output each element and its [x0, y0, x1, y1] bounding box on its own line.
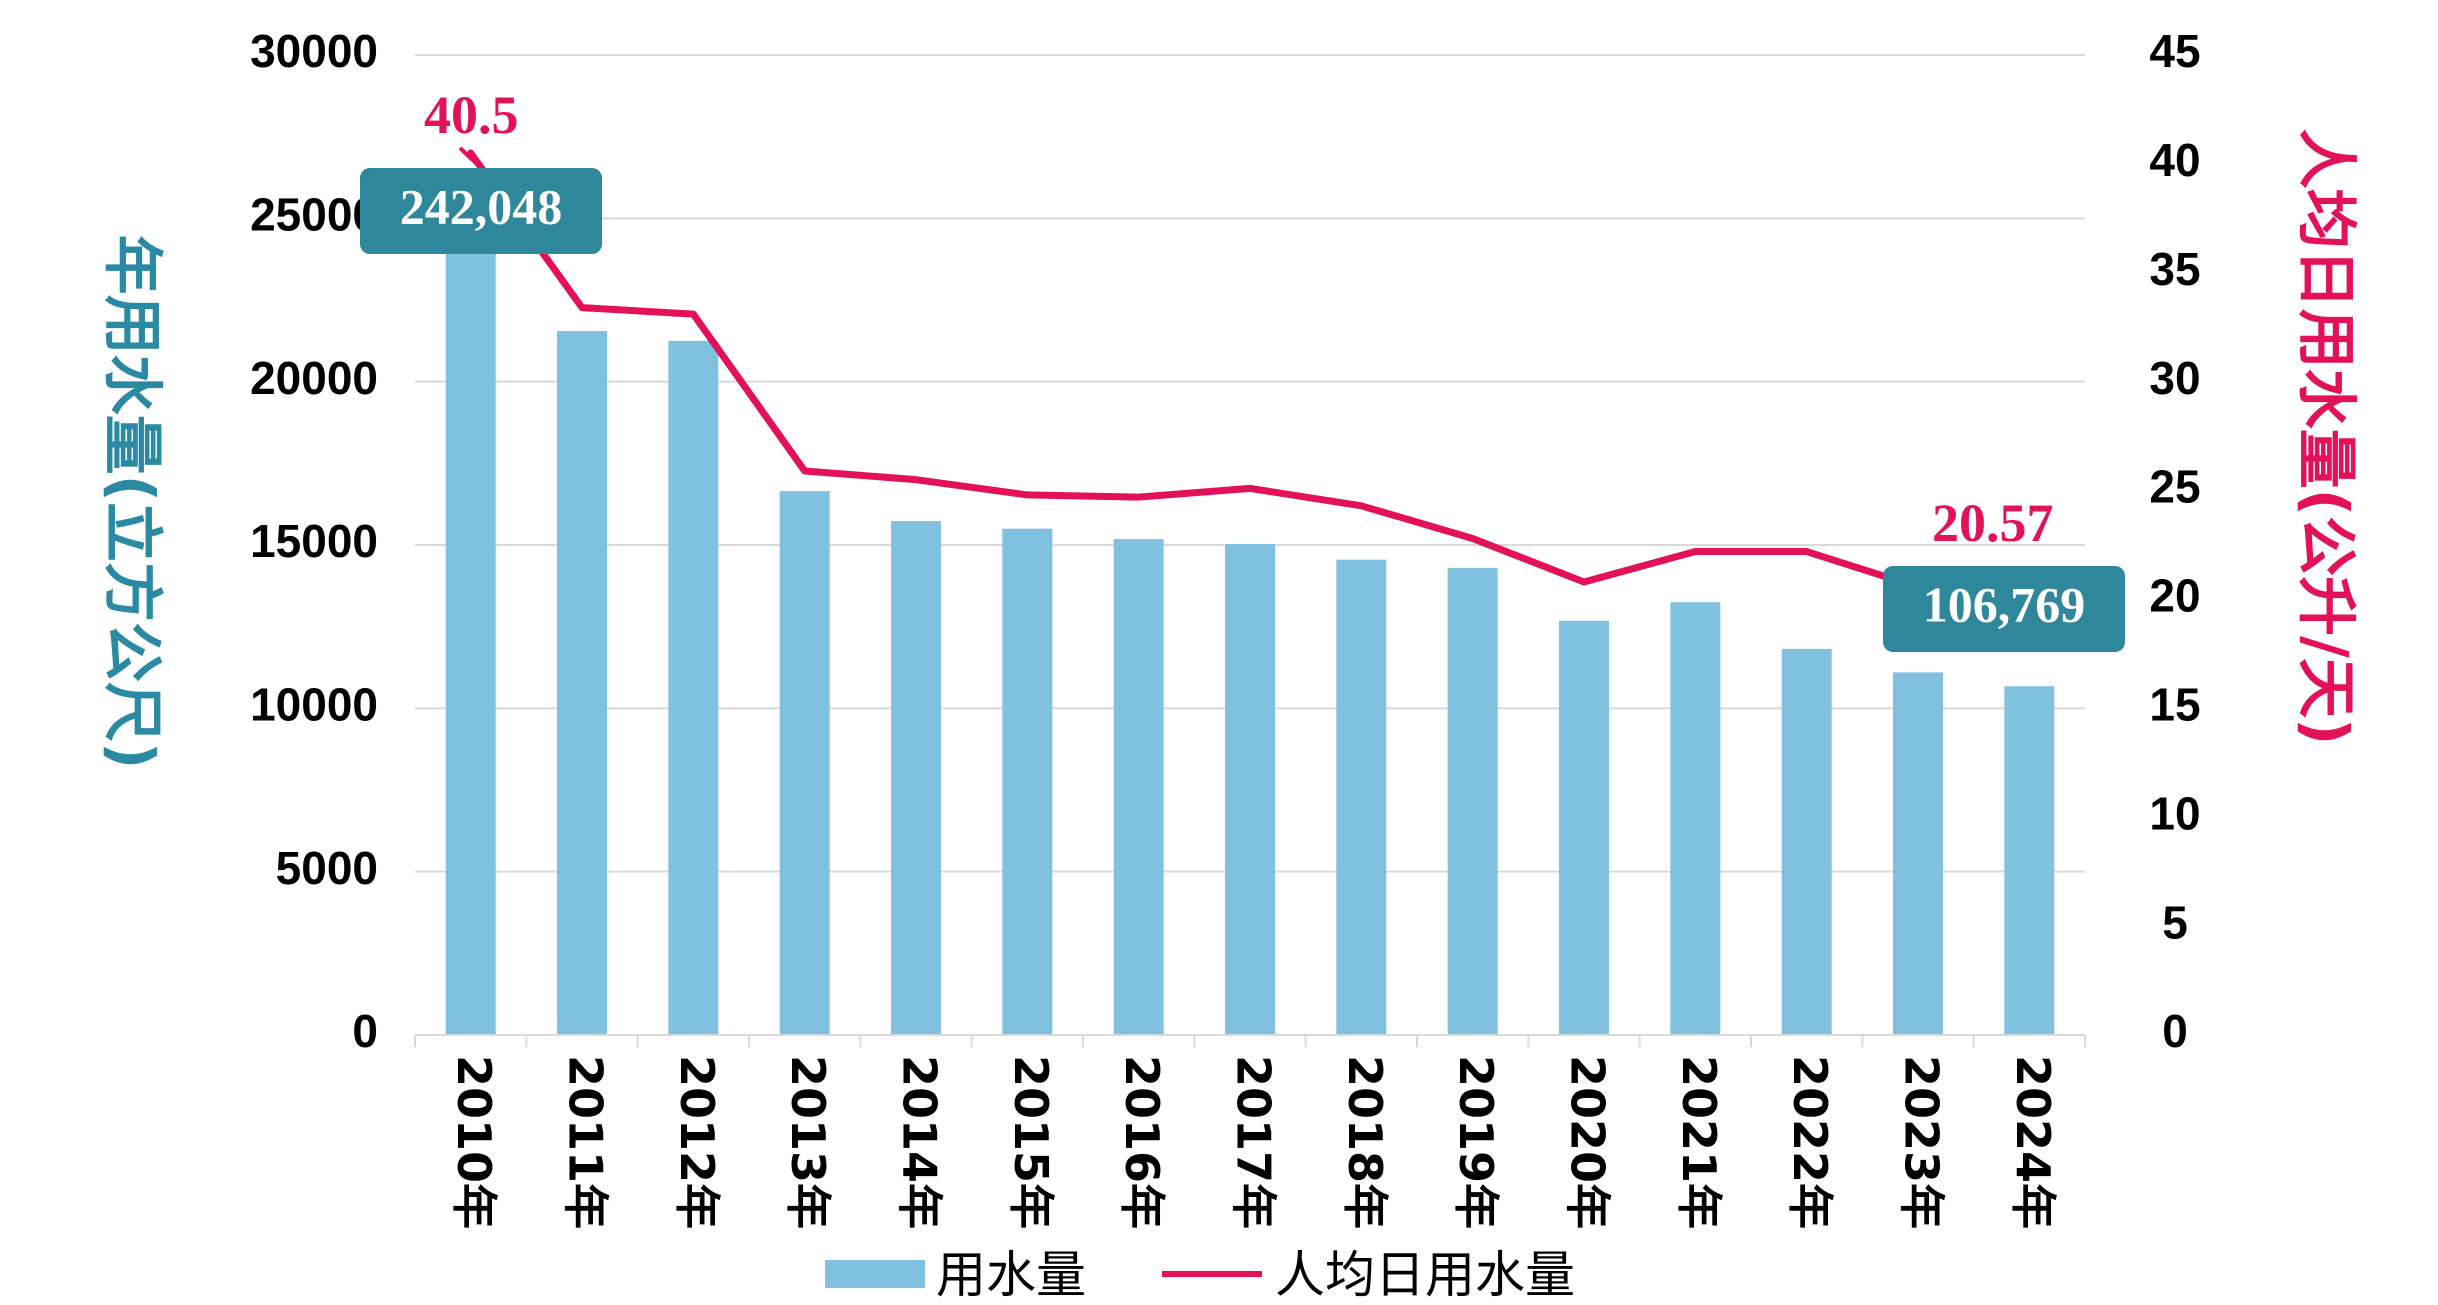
x-tick-label: 2020年: [1561, 1055, 1615, 1229]
bar: [1447, 567, 1498, 1035]
right-y-tick-label: 45: [2149, 25, 2200, 77]
left-y-tick-label: 10000: [250, 678, 378, 730]
bar-series: [445, 244, 2055, 1036]
bar: [891, 521, 941, 1035]
right-y-tick-label: 25: [2149, 461, 2200, 513]
right-y-tick-label: 30: [2149, 352, 2200, 404]
x-tick-label: 2021年: [1672, 1055, 1726, 1229]
legend-bar-label: 用水量: [936, 1246, 1086, 1304]
x-tick-label: 2014年: [893, 1055, 947, 1229]
bar: [2004, 686, 2055, 1035]
bar-last-value-label: 106,769: [1923, 576, 2086, 632]
bar: [1225, 544, 1275, 1035]
bar: [668, 340, 719, 1035]
bar: [1002, 528, 1053, 1035]
left-y-tick-label: 0: [352, 1005, 378, 1057]
line-path: [467, 149, 1922, 591]
x-tick-label: 2017年: [1227, 1055, 1281, 1229]
x-tick-label: 2015年: [1004, 1055, 1058, 1229]
x-tick-label: 2018年: [1338, 1055, 1392, 1229]
right-y-tick-label: 10: [2149, 787, 2200, 839]
left-y-tick-label: 5000: [276, 842, 378, 894]
annotation-leader: [458, 146, 480, 167]
line-last-value-label: 20.57: [1932, 493, 2054, 553]
bar: [1559, 620, 1609, 1035]
left-y-axis: 0 5000 10000 15000 20000 25000 30000: [250, 25, 378, 1057]
bar-first-callout: 242,048: [360, 168, 602, 254]
right-y-tick-label: 0: [2162, 1005, 2188, 1057]
line-series: [467, 149, 1922, 591]
bar: [445, 244, 496, 1035]
bar: [1893, 672, 1943, 1035]
right-axis-title: 人均日用水量(公升/天): [2290, 129, 2360, 746]
x-axis-labels: 2010年 2011年 2012年 2013年 2014年 2015年 2016年 2017年…: [447, 1055, 2060, 1229]
bar: [1670, 602, 1721, 1035]
x-tick-label: 2024年: [2006, 1055, 2060, 1229]
left-y-tick-label: 30000: [250, 25, 378, 77]
x-tick-label: 2011年: [559, 1055, 613, 1229]
bar-first-value-label: 242,048: [400, 178, 563, 234]
line-first-value-label: 40.5: [424, 85, 519, 145]
right-y-tick-label: 20: [2149, 570, 2200, 622]
annotations: 40.5 20.57 242,048 106,769: [360, 85, 2125, 652]
right-y-tick-label: 35: [2149, 243, 2200, 295]
bar-last-callout: 106,769: [1883, 566, 2125, 652]
right-y-axis: 0 5 10 15 20 25 30 35 40 45: [2149, 25, 2200, 1057]
left-y-tick-label: 15000: [250, 515, 378, 567]
bar: [779, 491, 830, 1036]
x-tick-label: 2022年: [1783, 1055, 1837, 1229]
left-y-tick-label: 25000: [250, 188, 378, 240]
legend-line-label: 人均日用水量: [1275, 1246, 1575, 1304]
x-tick-label: 2023年: [1895, 1055, 1949, 1229]
bar: [1336, 559, 1387, 1035]
x-tick-label: 2016年: [1115, 1055, 1169, 1229]
x-axis: [414, 1034, 2086, 1047]
bar: [1781, 648, 1832, 1035]
bar: [557, 331, 607, 1035]
right-y-tick-label: 40: [2149, 134, 2200, 186]
left-y-tick-label: 20000: [250, 352, 378, 404]
legend-bar-swatch: [825, 1260, 925, 1288]
right-y-tick-label: 5: [2162, 896, 2188, 948]
x-tick-label: 2012年: [670, 1055, 724, 1229]
legend: 用水量 人均日用水量: [825, 1246, 1575, 1304]
x-tick-label: 2013年: [781, 1055, 835, 1229]
x-tick-label: 2010年: [447, 1055, 501, 1229]
bar: [1113, 539, 1164, 1035]
left-axis-title: 年用水量(立方公尺): [96, 235, 166, 770]
x-tick-label: 2019年: [1449, 1055, 1503, 1229]
right-y-tick-label: 15: [2149, 678, 2200, 730]
